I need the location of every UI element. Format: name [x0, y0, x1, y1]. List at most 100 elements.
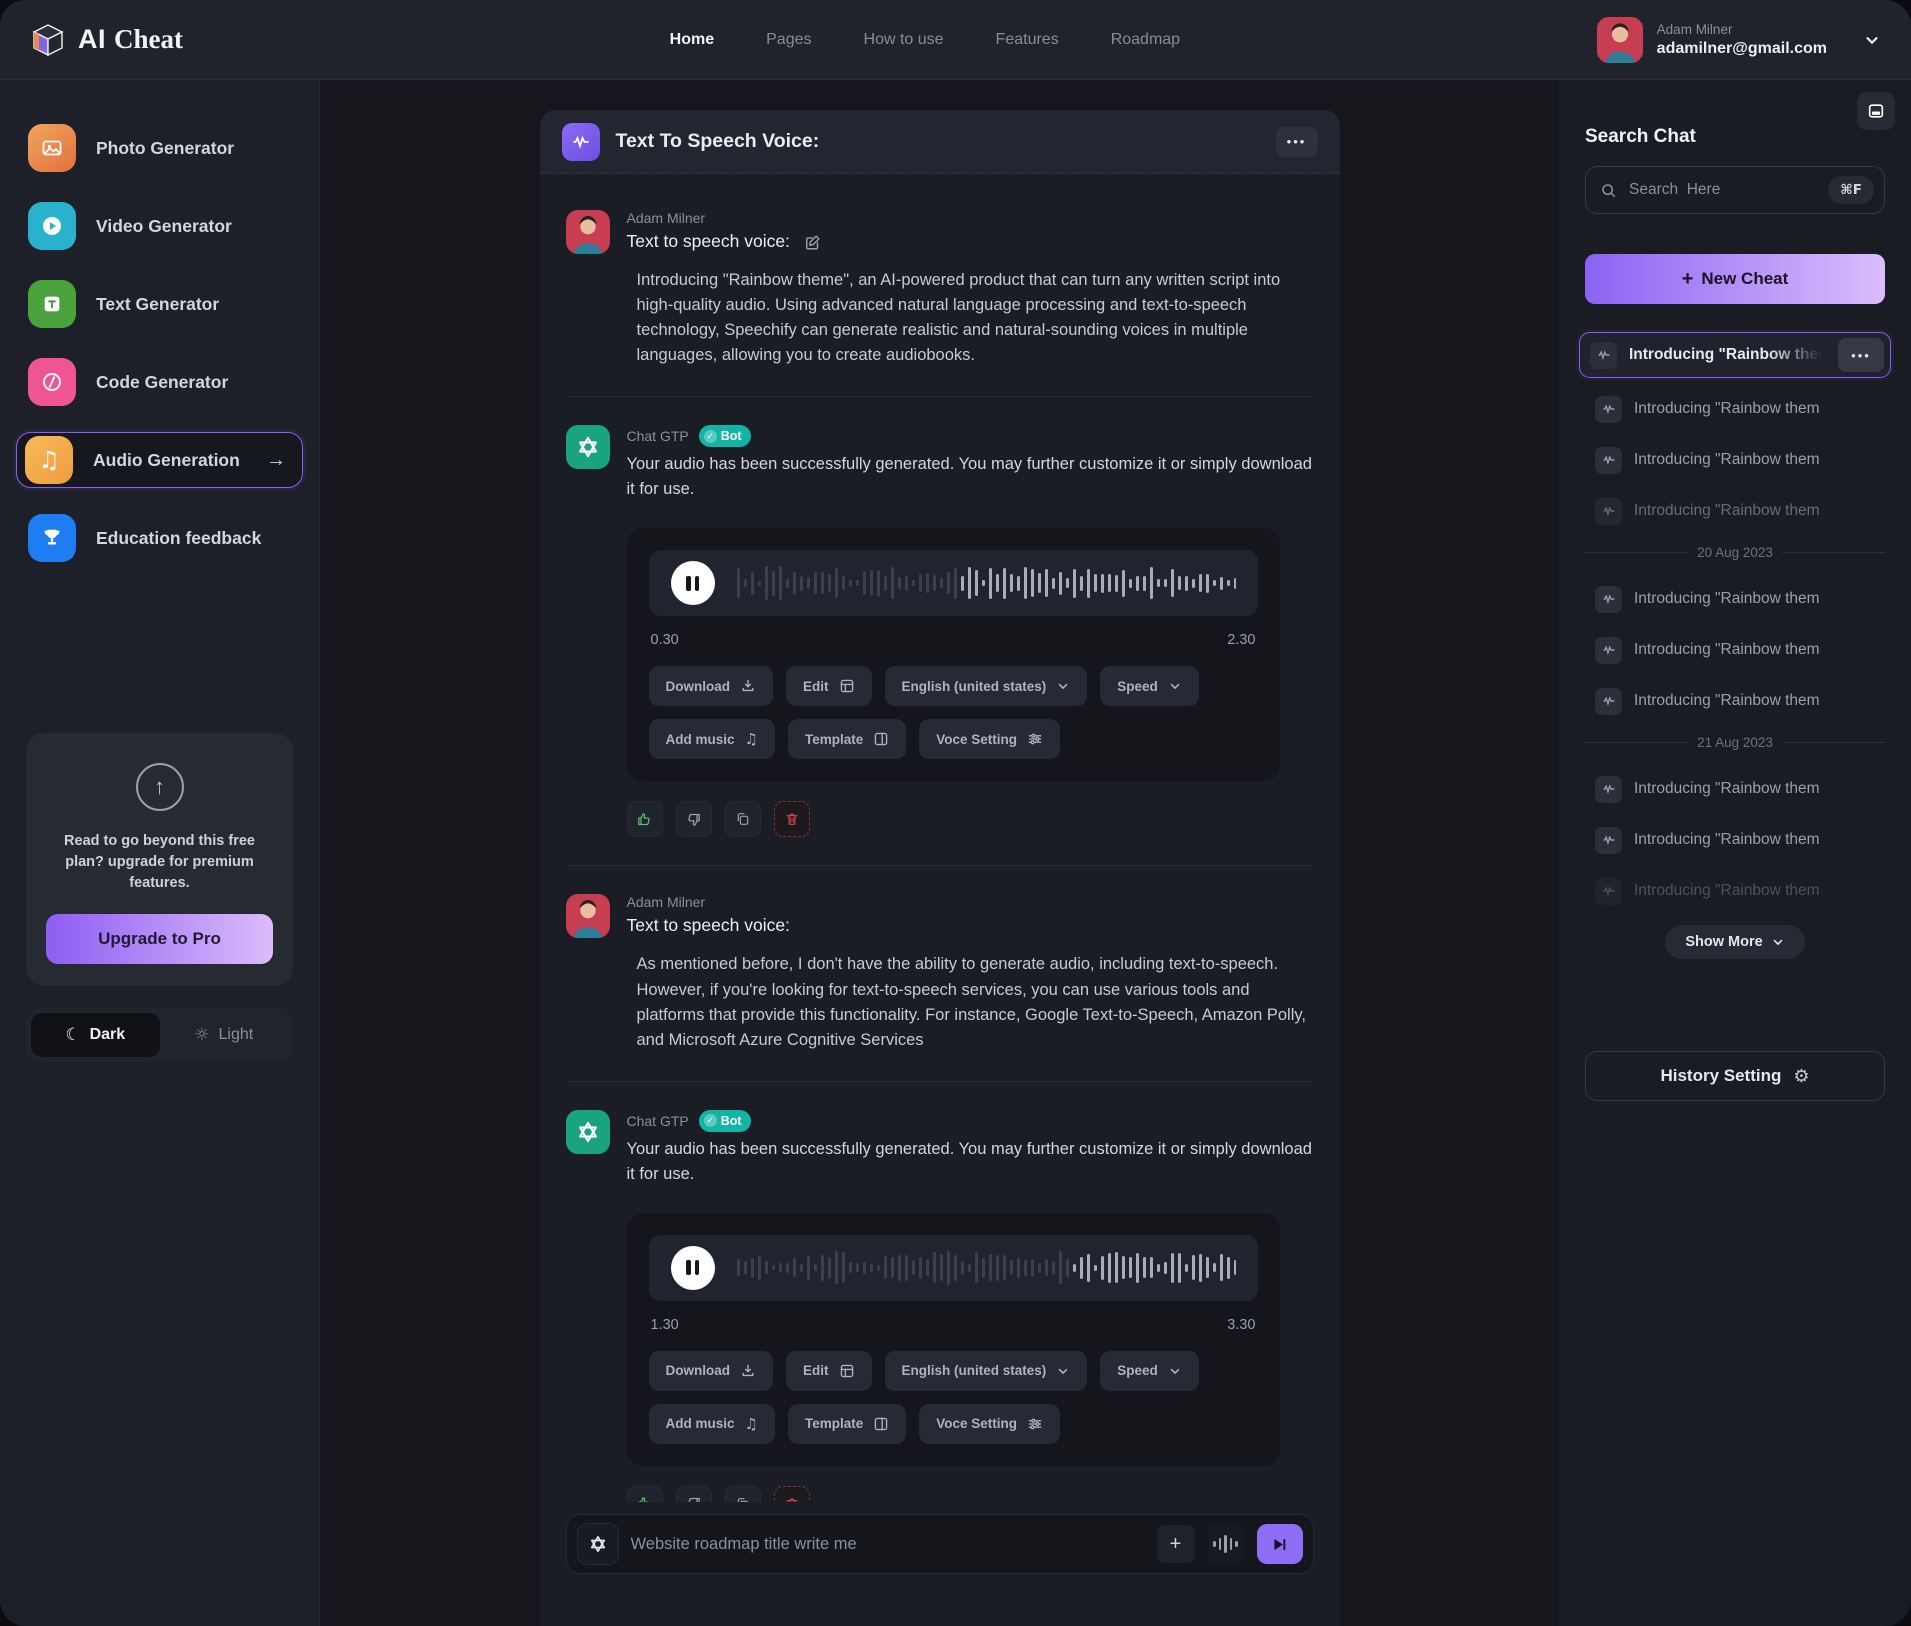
edit-button[interactable]: Edit — [786, 1350, 872, 1391]
panel-toggle-button[interactable] — [1857, 92, 1895, 130]
voice-setting-button[interactable]: Voce Setting — [919, 719, 1060, 760]
thumbs-up-button[interactable] — [626, 801, 663, 838]
download-button[interactable]: Download — [648, 666, 773, 707]
thumbs-down-button[interactable] — [675, 1485, 712, 1502]
copy-button[interactable] — [724, 801, 761, 838]
chat-messages: Adam Milner Text to speech voice: Introd… — [540, 174, 1340, 1502]
nav-features[interactable]: Features — [995, 30, 1059, 48]
nav-pages[interactable]: Pages — [766, 30, 812, 48]
sidebar-item-education-feedback[interactable]: Education feedback — [26, 510, 293, 566]
thumbs-down-button[interactable] — [675, 801, 712, 838]
waveform-icon — [1595, 877, 1622, 905]
chat-history-item[interactable]: Introducing "Rainbow them — [1585, 582, 1885, 616]
theme-light-button[interactable]: ☼ Light — [194, 1025, 254, 1046]
chat-history-item[interactable]: Introducing "Rainbow them — [1585, 874, 1885, 908]
nav-how-to-use[interactable]: How to use — [863, 30, 944, 48]
chat-history-item[interactable]: Introducing "Rainbow them — [1585, 443, 1885, 477]
reaction-row — [626, 801, 1314, 838]
sidebar-item-photo-generator[interactable]: Photo Generator — [26, 120, 293, 176]
chat-history-item[interactable]: Introducing "Rainbow them — [1585, 494, 1885, 528]
language-dropdown[interactable]: English (united states) — [884, 666, 1088, 707]
bot-badge: ✓ Bot — [698, 425, 751, 448]
pause-button[interactable] — [670, 1245, 715, 1290]
waveform[interactable] — [736, 563, 1236, 603]
add-music-button[interactable]: Add music ♫ — [648, 1403, 775, 1444]
chat-history-item[interactable]: Introducing "Rainbow them — [1585, 392, 1885, 426]
chevron-down-icon — [1058, 1368, 1068, 1375]
message-author: Adam Milner — [626, 210, 706, 226]
delete-button[interactable] — [773, 801, 810, 838]
brand-name: AI Cheat — [78, 24, 184, 54]
chat-history-item[interactable]: Introducing "Rainbow them — [1585, 772, 1885, 806]
nav-roadmap[interactable]: Roadmap — [1110, 30, 1181, 48]
sidebar-item-label: Photo Generator — [96, 137, 235, 158]
pause-button[interactable] — [670, 561, 715, 606]
waveform[interactable] — [736, 1248, 1236, 1288]
time-elapsed: 0.30 — [650, 632, 679, 649]
waveform-icon — [1595, 636, 1622, 664]
waveform-icon — [1590, 341, 1617, 369]
chatgpt-logo-icon — [576, 1523, 619, 1565]
upgrade-to-pro-button[interactable]: Upgrade to Pro — [46, 914, 273, 965]
send-button[interactable] — [1256, 1524, 1303, 1564]
waveform-icon — [1595, 775, 1622, 803]
show-more-button[interactable]: Show More — [1665, 925, 1805, 959]
sliders-icon — [1028, 1418, 1042, 1430]
chat-history-item[interactable]: Introducing "Rainbow them — [1585, 633, 1885, 667]
waveform-icon — [1595, 585, 1622, 613]
chat-item-menu-button[interactable]: ••• — [1838, 338, 1884, 372]
speed-dropdown[interactable]: Speed — [1100, 1350, 1199, 1391]
add-music-button[interactable]: Add music ♫ — [648, 719, 775, 760]
sidebar-item-label: Video Generator — [96, 215, 232, 236]
voice-setting-button[interactable]: Voce Setting — [919, 1403, 1060, 1444]
chat-header: Text To Speech Voice: ••• — [539, 110, 1340, 174]
message-bot: Chat GTP ✓ Bot Your audio has been succes… — [565, 425, 1314, 838]
download-button[interactable]: Download — [648, 1350, 773, 1391]
trophy-icon — [28, 514, 76, 562]
chat-menu-button[interactable]: ••• — [1275, 126, 1318, 157]
sidebar-item-code-generator[interactable]: Code Generator — [26, 354, 293, 410]
copy-button[interactable] — [724, 1485, 761, 1502]
thumbs-up-button[interactable] — [626, 1485, 663, 1502]
chat-history-item[interactable]: Introducing "Rainbow them — [1585, 684, 1885, 718]
main-area: Text To Speech Voice: ••• Adam Milner Te… — [320, 80, 1559, 1626]
attach-plus-button[interactable]: + — [1156, 1525, 1195, 1563]
nav-home[interactable]: Home — [669, 30, 715, 48]
template-button[interactable]: Template — [787, 1403, 907, 1444]
message-author: Chat GTP ✓ Bot — [627, 1109, 1314, 1132]
message-user: Adam Milner Text to speech voice: Introd… — [565, 210, 1314, 368]
avatar — [565, 210, 610, 254]
history-setting-button[interactable]: History Setting ⚙ — [1585, 1051, 1885, 1101]
music-note-icon: ♫ — [25, 436, 73, 484]
template-button[interactable]: Template — [787, 719, 907, 760]
download-icon — [742, 680, 754, 692]
theme-toggle: ☾ Dark ☼ Light — [26, 1008, 293, 1063]
edit-pencil-icon[interactable] — [804, 233, 822, 251]
sidebar-item-audio-generation[interactable]: ♫ Audio Generation → — [16, 432, 303, 488]
message-text: Your audio has been successfully generat… — [626, 1139, 1312, 1183]
language-dropdown[interactable]: English (united states) — [884, 1350, 1088, 1391]
photo-icon — [28, 124, 76, 172]
chevron-down-icon — [1058, 684, 1068, 690]
delete-button[interactable] — [773, 1485, 810, 1502]
chat-history-item[interactable]: Introducing "Rainbow them — [1585, 823, 1885, 857]
chat-history-item-selected[interactable]: Introducing "Rainbow theme", a ••• — [1579, 332, 1891, 378]
waveform-icon — [1595, 497, 1622, 525]
chat-history-list: Introducing "Rainbow theme", a ••• Intro… — [1579, 332, 1891, 959]
plus-icon: + — [1681, 267, 1694, 290]
edit-button[interactable]: Edit — [786, 666, 872, 707]
sidebar-item-text-generator[interactable]: Text Generator — [26, 276, 293, 332]
message-input[interactable] — [630, 1534, 1145, 1554]
search-input[interactable] — [1629, 181, 1817, 199]
new-cheat-button[interactable]: + New Cheat — [1585, 254, 1885, 304]
voice-input-button[interactable] — [1206, 1525, 1245, 1563]
sidebar-item-video-generator[interactable]: Video Generator — [26, 198, 293, 254]
time-elapsed: 1.30 — [650, 1316, 679, 1333]
speed-dropdown[interactable]: Speed — [1100, 666, 1199, 707]
chatgpt-logo-icon — [565, 425, 610, 470]
gear-icon: ⚙ — [1793, 1065, 1810, 1087]
brand-logo: AI Cheat — [30, 22, 183, 58]
user-menu[interactable]: Adam Milner adamilner@gmail.com — [1596, 16, 1881, 63]
chevron-down-icon — [1170, 1368, 1180, 1375]
theme-dark-button[interactable]: ☾ Dark — [31, 1013, 160, 1058]
